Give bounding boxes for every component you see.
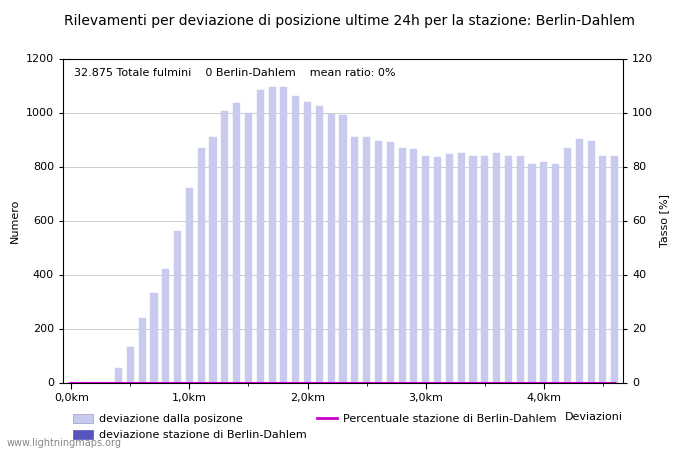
Bar [434, 157, 441, 382]
Bar [269, 87, 276, 383]
Bar [316, 106, 323, 382]
Bar [221, 111, 228, 382]
Y-axis label: Tasso [%]: Tasso [%] [659, 194, 668, 247]
Bar [115, 368, 122, 382]
Bar [481, 156, 489, 382]
Bar [281, 87, 288, 383]
Y-axis label: Numero: Numero [10, 198, 20, 243]
Bar [458, 153, 465, 382]
Text: 32.875 Totale fulmini    0 Berlin-Dahlem    mean ratio: 0%: 32.875 Totale fulmini 0 Berlin-Dahlem me… [74, 68, 395, 78]
Bar [564, 148, 571, 382]
Bar [363, 137, 370, 382]
Bar [186, 188, 193, 382]
Bar [304, 102, 311, 382]
Bar [552, 164, 559, 382]
Bar [517, 156, 524, 382]
Bar [505, 156, 512, 382]
Text: Rilevamenti per deviazione di posizione ultime 24h per la stazione: Berlin-Dahle: Rilevamenti per deviazione di posizione … [64, 14, 636, 27]
Bar [398, 148, 405, 382]
Bar [209, 137, 216, 382]
Bar [493, 153, 500, 382]
Bar [197, 148, 205, 382]
Bar [375, 141, 382, 382]
Bar [386, 142, 394, 382]
Bar [162, 269, 169, 382]
Bar [587, 141, 594, 382]
Bar [410, 149, 417, 382]
Bar [611, 156, 618, 382]
Bar [257, 90, 264, 382]
Bar [328, 114, 335, 382]
Bar [599, 156, 606, 382]
Text: www.lightningmaps.org: www.lightningmaps.org [7, 437, 122, 447]
Legend: deviazione dalla posizone, deviazione stazione di Berlin-Dahlem, Percentuale sta: deviazione dalla posizone, deviazione st… [69, 409, 561, 445]
Text: Deviazioni: Deviazioni [565, 412, 623, 422]
Bar [174, 231, 181, 382]
Bar [245, 112, 252, 382]
Bar [150, 293, 158, 382]
Bar [340, 115, 346, 382]
Bar [351, 137, 358, 382]
Bar [528, 164, 536, 382]
Bar [540, 162, 547, 382]
Bar [233, 103, 240, 382]
Bar [470, 156, 477, 382]
Bar [292, 96, 300, 382]
Bar [575, 140, 583, 382]
Bar [446, 154, 453, 382]
Bar [139, 318, 146, 382]
Bar [422, 156, 429, 382]
Bar [127, 347, 134, 382]
